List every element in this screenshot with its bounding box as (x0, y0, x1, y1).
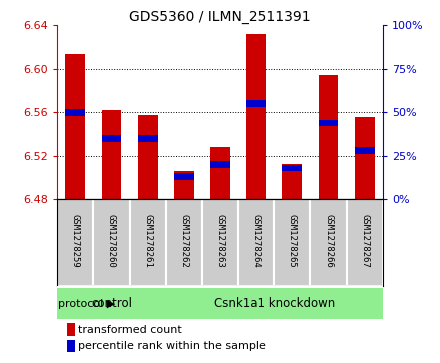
Bar (319, 76, 338, 199)
Bar (102, 110, 121, 199)
Bar (57, 288, 166, 319)
Text: GSM1278267: GSM1278267 (360, 214, 369, 268)
Bar (67, 340, 75, 352)
Text: percentile rank within the sample: percentile rank within the sample (78, 341, 266, 351)
Bar (66, 54, 85, 199)
Bar (355, 117, 375, 199)
Text: GSM1278261: GSM1278261 (143, 214, 152, 268)
Bar (238, 199, 274, 286)
Bar (210, 147, 230, 199)
Text: GSM1278260: GSM1278260 (107, 214, 116, 268)
Text: GSM1278263: GSM1278263 (216, 214, 224, 268)
Bar (202, 199, 238, 286)
Text: control: control (91, 297, 132, 310)
Bar (138, 135, 158, 142)
Bar (129, 199, 166, 286)
Text: GSM1278266: GSM1278266 (324, 214, 333, 268)
Bar (282, 164, 302, 199)
Bar (311, 199, 347, 286)
Text: GSM1278264: GSM1278264 (252, 214, 260, 268)
Bar (66, 109, 85, 115)
Bar (319, 119, 338, 126)
Bar (166, 288, 383, 319)
Text: protocol ▶: protocol ▶ (58, 299, 115, 309)
Bar (246, 34, 266, 199)
Bar (57, 199, 93, 286)
Bar (210, 161, 230, 168)
Text: GSM1278262: GSM1278262 (180, 214, 188, 268)
Text: GSM1278265: GSM1278265 (288, 214, 297, 268)
Bar (355, 147, 375, 154)
Bar (166, 199, 202, 286)
Bar (282, 165, 302, 171)
Bar (174, 171, 194, 199)
Text: transformed count: transformed count (78, 325, 182, 335)
Bar (138, 114, 158, 199)
Bar (67, 323, 75, 335)
Bar (347, 199, 383, 286)
Text: Csnk1a1 knockdown: Csnk1a1 knockdown (214, 297, 335, 310)
Text: GSM1278259: GSM1278259 (71, 214, 80, 268)
Title: GDS5360 / ILMN_2511391: GDS5360 / ILMN_2511391 (129, 11, 311, 24)
Bar (93, 199, 129, 286)
Bar (274, 199, 311, 286)
Bar (102, 135, 121, 142)
Bar (174, 174, 194, 180)
Bar (246, 101, 266, 107)
